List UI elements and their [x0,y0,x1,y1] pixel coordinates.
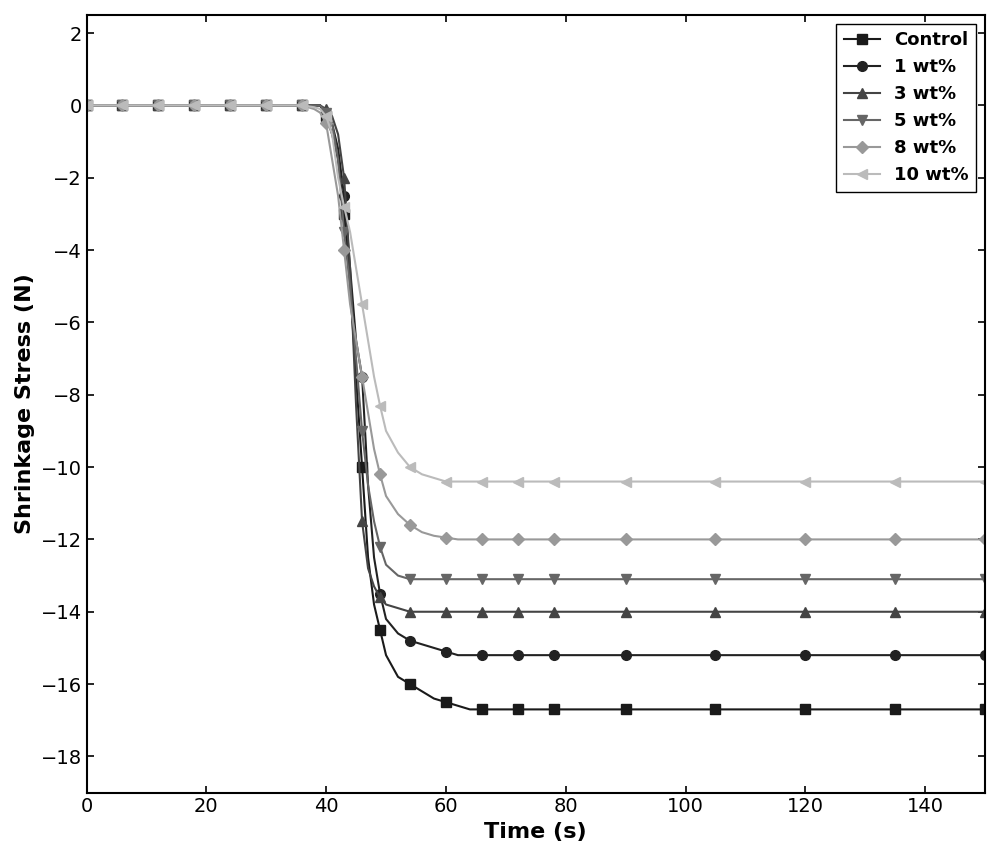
1 wt% [769,650,781,660]
1 wt% [452,650,464,660]
10 wt% [979,476,991,487]
1 wt% [979,650,991,660]
5 wt% [979,574,991,584]
Line: 3 wt%: 3 wt% [82,100,990,616]
5 wt% [81,100,93,111]
Line: 10 wt%: 10 wt% [82,100,990,487]
Line: 1 wt%: 1 wt% [82,100,990,660]
3 wt% [979,607,991,617]
Control [320,111,332,122]
8 wt% [248,100,260,111]
10 wt% [452,476,464,487]
5 wt% [404,574,416,584]
8 wt% [224,100,236,111]
3 wt% [769,607,781,617]
Control [979,704,991,715]
5 wt% [224,100,236,111]
Control [392,672,404,682]
8 wt% [320,118,332,129]
8 wt% [769,534,781,544]
Line: 5 wt%: 5 wt% [82,100,990,584]
3 wt% [320,104,332,114]
3 wt% [452,607,464,617]
Y-axis label: Shrinkage Stress (N): Shrinkage Stress (N) [15,273,35,534]
Control [224,100,236,111]
Control [769,704,781,715]
8 wt% [452,534,464,544]
Control [81,100,93,111]
1 wt% [440,646,452,656]
Line: 8 wt%: 8 wt% [82,101,989,543]
10 wt% [440,476,452,487]
5 wt% [392,571,404,581]
3 wt% [81,100,93,111]
10 wt% [248,100,260,111]
1 wt% [224,100,236,111]
10 wt% [320,111,332,122]
Control [464,704,476,715]
3 wt% [404,607,416,617]
1 wt% [320,107,332,117]
3 wt% [392,603,404,614]
5 wt% [769,574,781,584]
1 wt% [248,100,260,111]
8 wt% [979,534,991,544]
Line: Control: Control [82,100,990,714]
10 wt% [392,447,404,458]
8 wt% [81,100,93,111]
X-axis label: Time (s): Time (s) [484,822,587,842]
Control [248,100,260,111]
10 wt% [769,476,781,487]
3 wt% [248,100,260,111]
8 wt% [392,509,404,519]
1 wt% [81,100,93,111]
Control [440,697,452,707]
5 wt% [320,107,332,117]
Legend: Control, 1 wt%, 3 wt%, 5 wt%, 8 wt%, 10 wt%: Control, 1 wt%, 3 wt%, 5 wt%, 8 wt%, 10 … [836,24,976,192]
10 wt% [81,100,93,111]
3 wt% [224,100,236,111]
1 wt% [392,628,404,638]
5 wt% [248,100,260,111]
8 wt% [440,532,452,542]
10 wt% [224,100,236,111]
5 wt% [452,574,464,584]
